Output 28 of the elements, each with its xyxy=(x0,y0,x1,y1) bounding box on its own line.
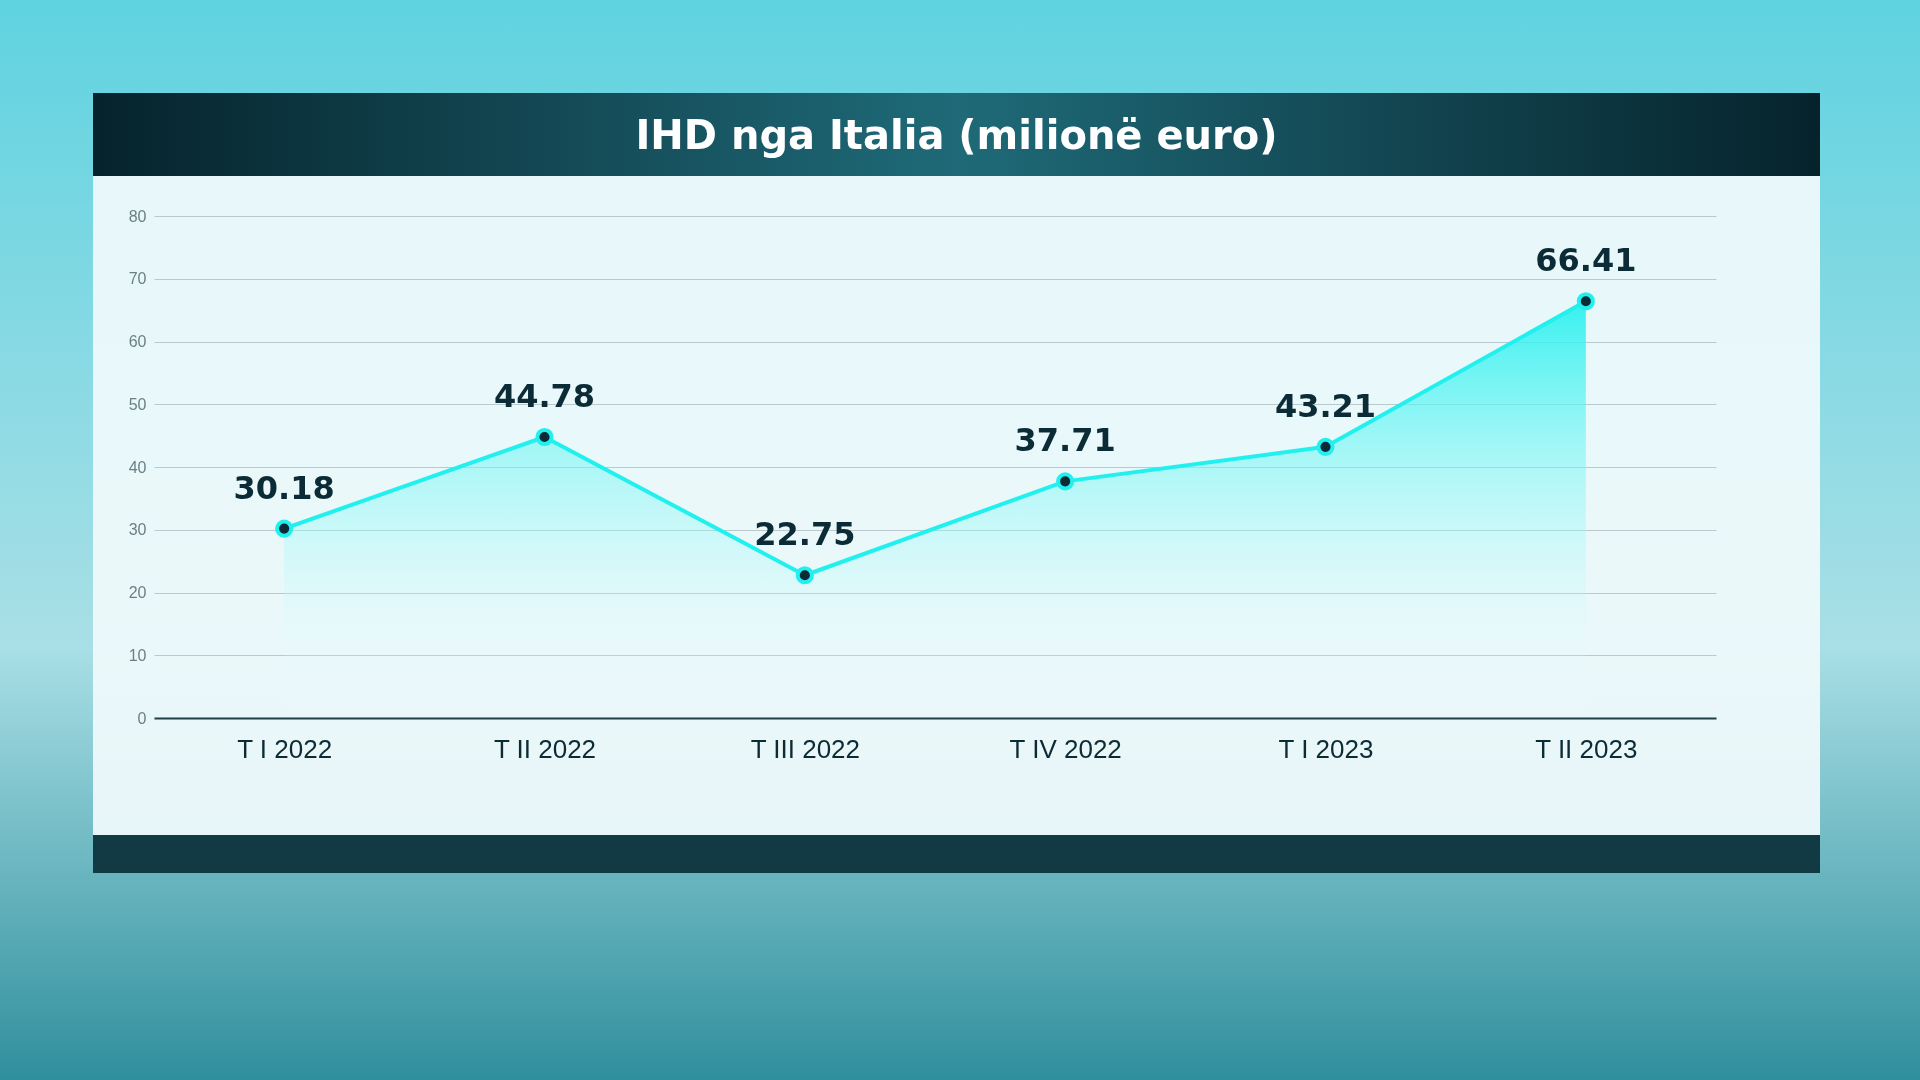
point xyxy=(1056,472,1075,491)
point xyxy=(1316,437,1335,456)
y-tick-label: 80 xyxy=(128,207,147,225)
x-tick-label: T I 2022 xyxy=(237,733,333,764)
y-tick-label: 10 xyxy=(128,646,147,664)
data-label: 44.78 xyxy=(493,377,596,416)
x-tick-label: T II 2023 xyxy=(1535,733,1638,764)
y-tick-label: 60 xyxy=(128,333,147,350)
point xyxy=(535,427,554,447)
data-label: 30.18 xyxy=(233,468,335,507)
y-tick-label: 40 xyxy=(128,458,147,476)
point xyxy=(275,519,294,538)
y-tick-label: 50 xyxy=(128,395,147,413)
data-label: 43.21 xyxy=(1274,386,1377,425)
y-tick-label: 20 xyxy=(128,584,147,601)
point xyxy=(1576,292,1595,311)
x-tick-label: T II 2022 xyxy=(493,733,597,764)
y-tick-label: 0 xyxy=(137,709,147,727)
x-tick-label: T IV 2022 xyxy=(1009,733,1122,764)
chart-title: IHD nga Italia (milionë euro) xyxy=(93,93,1820,176)
data-label: 66.41 xyxy=(1535,241,1637,280)
data-label: 37.71 xyxy=(1014,421,1116,460)
y-tick-label: 70 xyxy=(128,270,147,288)
x-tick-label: T III 2022 xyxy=(750,733,861,764)
x-tick-label: T I 2023 xyxy=(1278,733,1374,764)
point xyxy=(795,566,814,585)
data-label: 22.75 xyxy=(754,515,856,554)
y-tick-label: 30 xyxy=(128,521,147,539)
